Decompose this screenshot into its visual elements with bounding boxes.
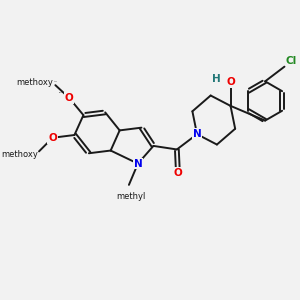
Text: methoxy: methoxy (16, 79, 53, 88)
Text: O: O (64, 93, 74, 103)
Text: N: N (193, 129, 201, 139)
Text: N: N (134, 159, 142, 169)
Text: methoxy: methoxy (1, 150, 38, 159)
Text: methoxy: methoxy (58, 92, 65, 93)
Text: O: O (48, 133, 57, 143)
Text: O: O (64, 93, 74, 103)
Text: H: H (212, 74, 221, 84)
Text: O: O (174, 168, 182, 178)
Text: methyl: methyl (52, 81, 58, 83)
Text: Cl: Cl (286, 56, 297, 66)
Text: methyl: methyl (128, 190, 132, 192)
Text: methyl: methyl (116, 193, 146, 202)
Text: methyl: methyl (56, 84, 60, 85)
Text: O: O (226, 77, 235, 87)
